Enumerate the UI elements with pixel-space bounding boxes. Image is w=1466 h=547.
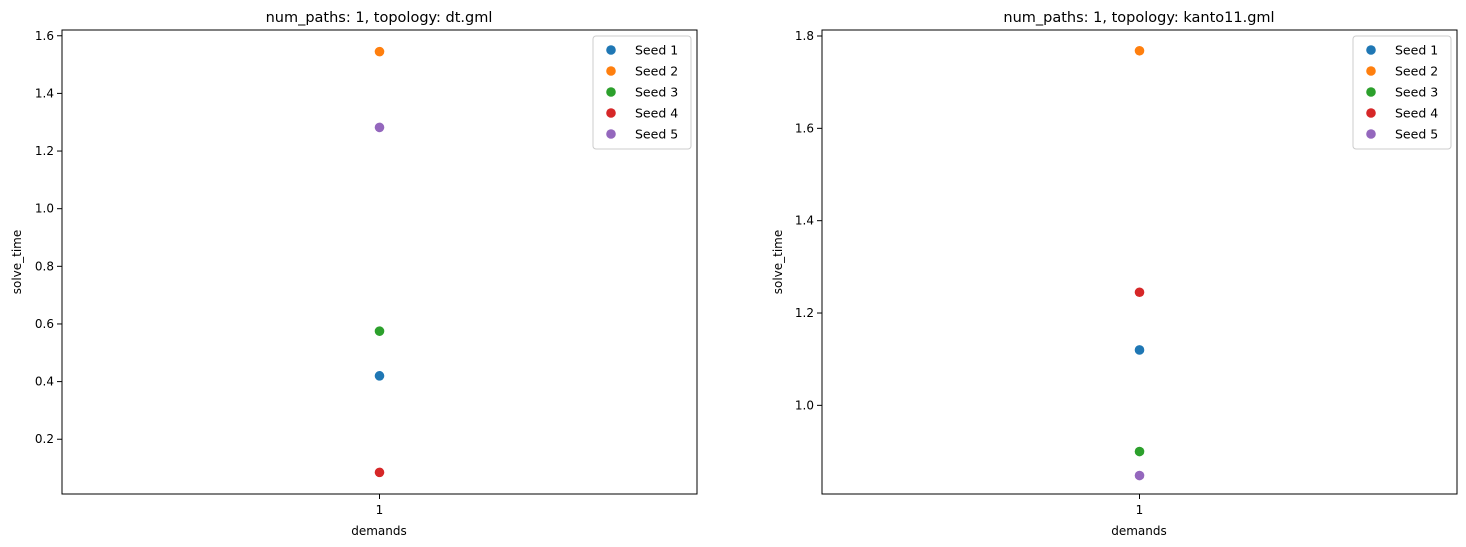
y-tick-label: 1.0 bbox=[35, 202, 54, 216]
x-tick-label: 1 bbox=[1136, 503, 1144, 517]
chart-title: num_paths: 1, topology: kanto11.gml bbox=[1003, 10, 1274, 26]
data-points bbox=[374, 46, 385, 478]
legend-marker bbox=[1366, 108, 1376, 118]
x-axis-ticks: 1 bbox=[376, 494, 384, 517]
x-axis-label: demands bbox=[1111, 524, 1167, 538]
legend-marker bbox=[606, 108, 616, 118]
data-point-seed-2 bbox=[1134, 45, 1145, 56]
y-tick-label: 0.4 bbox=[35, 375, 54, 389]
legend-label: Seed 2 bbox=[1395, 64, 1438, 79]
data-points bbox=[1134, 45, 1145, 481]
legend-label: Seed 3 bbox=[1395, 85, 1438, 100]
data-point-seed-3 bbox=[1134, 446, 1145, 457]
y-axis-label: solve_time bbox=[771, 230, 785, 295]
y-tick-label: 1.4 bbox=[35, 86, 54, 100]
data-point-seed-4 bbox=[374, 467, 385, 478]
x-axis-ticks: 1 bbox=[1136, 494, 1144, 517]
y-tick-label: 1.4 bbox=[795, 214, 814, 228]
y-tick-label: 1.6 bbox=[35, 29, 54, 43]
x-tick-label: 1 bbox=[376, 503, 384, 517]
legend-label: Seed 5 bbox=[1395, 127, 1438, 142]
y-tick-label: 0.2 bbox=[35, 432, 54, 446]
legend-marker bbox=[1366, 129, 1376, 139]
y-tick-label: 0.6 bbox=[35, 317, 54, 331]
legend-label: Seed 1 bbox=[1395, 43, 1438, 58]
y-tick-label: 0.8 bbox=[35, 259, 54, 273]
data-point-seed-4 bbox=[1134, 287, 1145, 298]
legend-label: Seed 3 bbox=[635, 85, 678, 100]
legend-label: Seed 4 bbox=[635, 106, 678, 121]
legend-marker bbox=[1366, 45, 1376, 55]
legend: Seed 1 Seed 2 Seed 3 Seed 4 Seed 5 bbox=[592, 35, 692, 150]
legend-label: Seed 4 bbox=[1395, 106, 1438, 121]
y-tick-label: 1.2 bbox=[795, 306, 814, 320]
legend-marker bbox=[606, 87, 616, 97]
legend-marker bbox=[1366, 87, 1376, 97]
legend: Seed 1 Seed 2 Seed 3 Seed 4 Seed 5 bbox=[1352, 35, 1452, 150]
y-axis-ticks: 0.2 0.4 0.6 0.8 1.0 1.2 1.4 1.6 bbox=[35, 29, 62, 446]
data-point-seed-5 bbox=[1134, 470, 1145, 481]
subplot-kanto11: num_paths: 1, topology: kanto11.gml 1.01… bbox=[771, 10, 1458, 538]
legend-label: Seed 1 bbox=[635, 43, 678, 58]
y-tick-label: 1.6 bbox=[795, 121, 814, 135]
data-point-seed-2 bbox=[374, 46, 385, 57]
y-axis-label: solve_time bbox=[10, 230, 24, 295]
legend-box bbox=[1352, 35, 1452, 150]
y-tick-label: 1.8 bbox=[795, 29, 814, 43]
legend-marker bbox=[606, 66, 616, 76]
data-point-seed-3 bbox=[374, 326, 385, 336]
legend-label: Seed 5 bbox=[635, 127, 678, 142]
legend-marker bbox=[1366, 66, 1376, 76]
y-axis-ticks: 1.0 1.2 1.4 1.6 1.8 bbox=[795, 29, 822, 412]
x-axis-label: demands bbox=[351, 524, 407, 538]
legend-marker bbox=[606, 45, 616, 55]
legend-marker bbox=[606, 129, 616, 139]
legend-label: Seed 2 bbox=[635, 64, 678, 79]
data-point-seed-5 bbox=[374, 122, 385, 133]
y-tick-label: 1.0 bbox=[795, 398, 814, 412]
data-point-seed-1 bbox=[1134, 345, 1145, 355]
chart-title: num_paths: 1, topology: dt.gml bbox=[266, 10, 493, 26]
y-tick-label: 1.2 bbox=[35, 144, 54, 158]
data-point-seed-1 bbox=[374, 371, 385, 381]
subplot-dt: num_paths: 1, topology: dt.gml 0.2 0.4 0.6… bbox=[10, 10, 698, 538]
legend-box bbox=[592, 35, 692, 150]
